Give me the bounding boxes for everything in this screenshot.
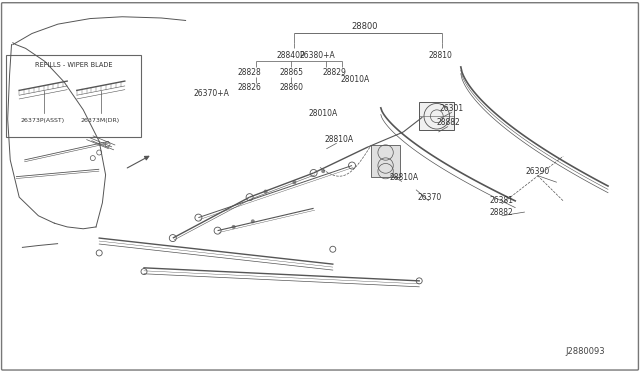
Text: 26390: 26390 xyxy=(525,167,550,176)
Text: 28860: 28860 xyxy=(279,83,303,92)
Circle shape xyxy=(264,190,268,193)
Circle shape xyxy=(251,219,255,223)
Text: 26373P(ASST): 26373P(ASST) xyxy=(21,118,65,123)
Text: 26373M(DR): 26373M(DR) xyxy=(81,118,120,123)
Circle shape xyxy=(214,227,221,234)
Text: 26381: 26381 xyxy=(490,196,514,205)
Text: 28810A: 28810A xyxy=(324,135,354,144)
Text: 26370: 26370 xyxy=(418,193,442,202)
Text: 28828: 28828 xyxy=(237,68,262,77)
Text: J2880093: J2880093 xyxy=(566,347,605,356)
Bar xyxy=(371,145,400,177)
Circle shape xyxy=(310,170,317,176)
FancyBboxPatch shape xyxy=(1,3,639,370)
Text: 26370+A: 26370+A xyxy=(193,89,229,98)
Circle shape xyxy=(321,169,325,173)
Text: 28865: 28865 xyxy=(279,68,303,77)
Circle shape xyxy=(349,162,355,169)
Text: 28840P: 28840P xyxy=(277,51,305,60)
Circle shape xyxy=(232,225,236,229)
Text: 28882: 28882 xyxy=(436,118,460,126)
Circle shape xyxy=(292,180,296,184)
Text: 28826: 28826 xyxy=(237,83,262,92)
Text: 28810: 28810 xyxy=(428,51,452,60)
Circle shape xyxy=(246,194,253,201)
Text: 26380+A: 26380+A xyxy=(300,51,335,60)
Text: 28010A: 28010A xyxy=(308,109,338,118)
Bar xyxy=(419,102,454,130)
Text: 26301: 26301 xyxy=(440,104,464,113)
Text: 28810A: 28810A xyxy=(390,173,419,182)
Text: 28882: 28882 xyxy=(490,208,514,217)
Text: 28010A: 28010A xyxy=(340,76,370,84)
Text: REFILLS - WIPER BLADE: REFILLS - WIPER BLADE xyxy=(35,62,113,68)
Text: 28829: 28829 xyxy=(322,68,346,77)
Circle shape xyxy=(195,214,202,221)
Bar xyxy=(6,55,141,137)
Text: 28800: 28800 xyxy=(351,22,378,31)
Circle shape xyxy=(170,235,176,241)
